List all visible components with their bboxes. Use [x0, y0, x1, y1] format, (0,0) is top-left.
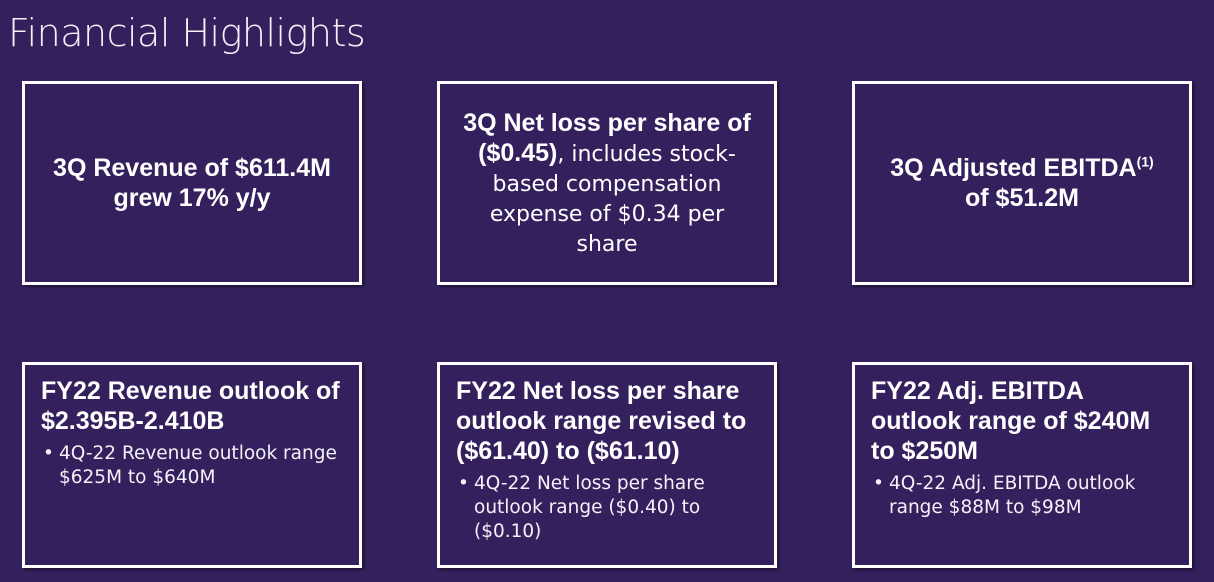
card-3q-revenue-content: 3Q Revenue of $611.4M grew 17% y/y: [25, 84, 359, 282]
bullet-marker: •: [873, 473, 884, 494]
card-fy22-ebitda: FY22 Adj. EBITDA outlook range of $240M …: [852, 362, 1192, 568]
fy22-net-loss-bullet-text: 4Q-22 Net loss per share outlook range (…: [474, 473, 705, 542]
fy22-ebitda-heading: FY22 Adj. EBITDA outlook range of $240M …: [871, 377, 1151, 465]
fy22-net-loss-bullet: • 4Q-22 Net loss per share outlook range…: [458, 472, 760, 544]
3q-ebitda-footnote: (1): [1136, 153, 1154, 170]
card-3q-ebitda-content: 3Q Adjusted EBITDA(1) of $51.2M: [855, 84, 1189, 282]
3q-ebitda-line1: 3Q Adjusted EBITDA: [890, 154, 1137, 182]
card-3q-ebitda: 3Q Adjusted EBITDA(1) of $51.2M: [852, 81, 1192, 285]
card-fy22-net-loss: FY22 Net loss per share outlook range re…: [437, 362, 777, 568]
3q-net-loss-bold: 3Q Net loss per share of ($0.45): [463, 109, 751, 167]
3q-revenue-line2: grew 17% y/y: [113, 184, 271, 212]
card-3q-revenue: 3Q Revenue of $611.4M grew 17% y/y: [22, 81, 362, 285]
3q-revenue-text: 3Q Revenue of $611.4M grew 17% y/y: [53, 153, 331, 213]
card-3q-net-loss: 3Q Net loss per share of ($0.45), includ…: [437, 81, 777, 285]
bullet-marker: •: [43, 443, 54, 464]
fy22-ebitda-bullet-text: 4Q-22 Adj. EBITDA outlook range $88M to …: [889, 473, 1136, 518]
card-fy22-revenue: FY22 Revenue outlook of $2.395B-2.410B •…: [22, 362, 362, 568]
fy22-revenue-bullet-text: 4Q-22 Revenue outlook range $625M to $64…: [59, 443, 337, 488]
fy22-ebitda-bullet: • 4Q-22 Adj. EBITDA outlook range $88M t…: [873, 472, 1175, 520]
card-fy22-net-loss-content: FY22 Net loss per share outlook range re…: [456, 376, 760, 544]
fy22-revenue-heading: FY22 Revenue outlook of $2.395B-2.410B: [41, 377, 340, 435]
card-fy22-revenue-content: FY22 Revenue outlook of $2.395B-2.410B •…: [41, 376, 345, 490]
3q-net-loss-text: 3Q Net loss per share of ($0.45), includ…: [458, 108, 756, 258]
card-fy22-ebitda-content: FY22 Adj. EBITDA outlook range of $240M …: [871, 376, 1175, 520]
3q-ebitda-line2: of $51.2M: [965, 184, 1079, 212]
page-title: Financial Highlights: [8, 11, 366, 55]
card-3q-net-loss-content: 3Q Net loss per share of ($0.45), includ…: [440, 84, 774, 282]
fy22-net-loss-heading: FY22 Net loss per share outlook range re…: [456, 377, 747, 465]
bullet-marker: •: [458, 473, 469, 494]
3q-ebitda-text: 3Q Adjusted EBITDA(1) of $51.2M: [890, 153, 1153, 213]
3q-revenue-line1: 3Q Revenue of $611.4M: [53, 154, 331, 182]
3q-net-loss-detail: , includes stock-based compensation expe…: [489, 142, 736, 257]
fy22-revenue-bullet: • 4Q-22 Revenue outlook range $625M to $…: [43, 442, 345, 490]
